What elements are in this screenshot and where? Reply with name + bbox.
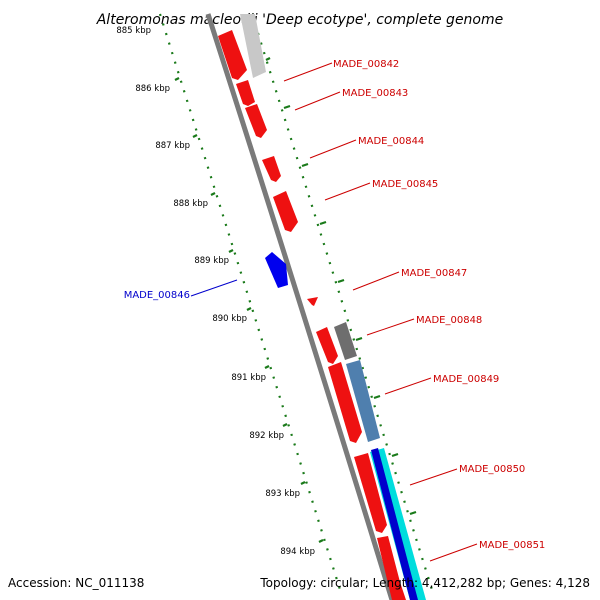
scale-label: 889 kbp [194,256,229,266]
gene-labels: MADE_00842 MADE_00843 MADE_00844 MADE_00… [124,59,546,551]
gene-arrow-made-00847 [307,297,318,306]
map-title: Alteromonas macleodii 'Deep ecotype', co… [96,12,504,28]
gene-label[interactable]: MADE_00850 [459,464,525,475]
scale-label: 893 kbp [265,489,300,499]
scale-label: 890 kbp [212,314,247,324]
scale-track-left [158,13,344,597]
gene-arrow-made-00849 [328,362,362,443]
scale-label: 887 kbp [155,141,190,151]
gene-arrow-made-00846 [265,252,288,288]
scale-label: 894 kbp [280,547,315,557]
gene-label[interactable]: MADE_00849 [433,374,499,385]
scale-label: 891 kbp [231,373,266,383]
scale-label: 886 kbp [135,84,170,94]
gene-label[interactable]: MADE_00846 [124,290,190,301]
gene-arrow-blue-strip [371,448,418,600]
gene-label[interactable]: MADE_00844 [358,136,424,147]
gene-arrow-made-00845 [273,191,298,232]
scale-label: 888 kbp [173,199,208,209]
gene-label[interactable]: MADE_00851 [479,540,545,551]
label-connector-reverse [190,279,238,297]
gene-label[interactable]: MADE_00843 [342,88,408,99]
gene-label[interactable]: MADE_00845 [372,179,438,190]
major-ticks [174,57,417,543]
gene-arrow-gray-dark [334,322,357,360]
accession-text: Accession: NC_011138 [8,576,144,590]
scale-label: 892 kbp [249,431,284,441]
scale-labels: 885 kbp 886 kbp 887 kbp 888 kbp 889 kbp … [116,26,315,557]
gene-label[interactable]: MADE_00842 [333,59,399,70]
gene-arrow-made-00844b [262,156,281,182]
gene-arrow-made-00851 [377,536,406,600]
label-connectors [283,62,478,562]
genome-backbone [205,13,395,600]
scale-track-right [250,13,436,597]
gene-label[interactable]: MADE_00848 [416,315,482,326]
gene-arrow-made-00850 [354,453,387,533]
gene-arrow-made-00842 [218,30,247,80]
genome-stats-text: Topology: circular; Length: 4,412,282 bp… [259,576,590,590]
scale-label: 885 kbp [116,26,151,36]
gene-arrow-gray [240,14,266,78]
gene-label[interactable]: MADE_00847 [401,268,467,279]
forward-genes [218,30,406,600]
gene-arrow-made-00843 [236,80,255,106]
gene-arrow-made-00848 [316,327,338,364]
gene-arrow-made-00844 [245,104,267,138]
gene-arrow-steelblue [346,360,380,442]
